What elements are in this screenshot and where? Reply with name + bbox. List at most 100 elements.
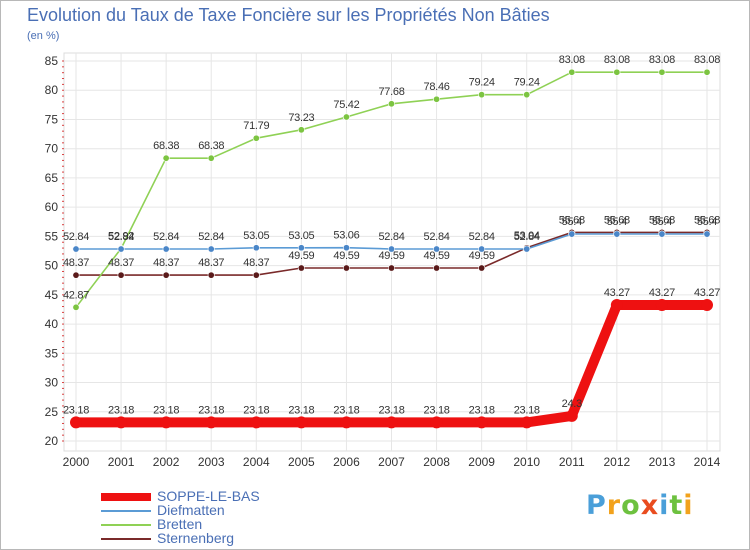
- x-tick-label: 2012: [604, 455, 631, 469]
- data-label: 83.08: [649, 54, 675, 66]
- data-label: 83.08: [604, 54, 630, 66]
- data-point: [703, 68, 711, 76]
- data-label: 49.59: [333, 250, 359, 262]
- data-label: 23.18: [198, 404, 224, 416]
- y-axis-unit: (en %): [27, 30, 60, 42]
- data-point: [72, 245, 80, 253]
- data-point: [523, 91, 531, 99]
- data-label: 48.37: [198, 257, 224, 269]
- data-label: 55.4: [652, 216, 672, 228]
- data-label: 23.18: [63, 404, 89, 416]
- data-label: 53.04: [514, 230, 540, 242]
- y-tick-label: 80: [45, 83, 59, 97]
- legend-item: Bretten: [101, 516, 401, 532]
- data-point: [610, 298, 623, 311]
- data-point: [568, 68, 576, 76]
- data-point: [70, 416, 82, 429]
- legend-label: Bretten: [157, 516, 203, 532]
- data-point: [478, 91, 486, 99]
- data-label: 23.18: [153, 404, 179, 416]
- logo-letter: o: [621, 490, 641, 521]
- data-label: 23.18: [424, 404, 450, 416]
- data-point: [252, 271, 260, 279]
- data-label: 68.38: [153, 140, 179, 152]
- data-point: [613, 230, 621, 238]
- data-point: [387, 245, 395, 253]
- x-tick-label: 2010: [513, 455, 540, 469]
- data-label: 42.87: [63, 289, 89, 301]
- data-label: 52.84: [108, 231, 134, 243]
- data-point: [205, 416, 218, 429]
- data-label: 43.27: [604, 287, 630, 299]
- data-point: [478, 245, 486, 253]
- y-tick-label: 55: [45, 229, 59, 243]
- data-point: [342, 244, 350, 252]
- data-point: [565, 409, 578, 422]
- x-tick-label: 2002: [153, 455, 180, 469]
- y-tick-label: 50: [45, 259, 59, 273]
- x-tick-label: 2000: [63, 455, 90, 469]
- data-label: 78.46: [424, 81, 450, 93]
- data-point: [475, 416, 488, 429]
- data-label: 52.92: [108, 231, 134, 243]
- data-label: 55.68: [694, 214, 720, 226]
- data-label: 23.18: [243, 404, 269, 416]
- x-tick-label: 2009: [468, 455, 495, 469]
- logo-letter: P: [586, 490, 607, 521]
- data-point: [117, 271, 125, 279]
- data-point: [520, 416, 533, 429]
- data-point: [207, 271, 215, 279]
- data-point: [613, 68, 621, 76]
- data-label: 68.38: [198, 140, 224, 152]
- data-point: [162, 271, 170, 279]
- data-label: 52.84: [198, 231, 224, 243]
- data-label: 23.18: [108, 404, 134, 416]
- logo-letter: r: [606, 490, 622, 521]
- data-point: [297, 264, 305, 272]
- data-point: [72, 271, 80, 279]
- x-tick-label: 2013: [649, 455, 676, 469]
- data-point: [433, 95, 441, 103]
- data-label: 79.24: [469, 77, 495, 89]
- legend-item: Diefmatten: [101, 502, 401, 518]
- data-label: 24.3: [562, 398, 582, 410]
- data-label: 73.23: [288, 112, 314, 124]
- data-point: [207, 154, 215, 162]
- logo-letter: x: [640, 490, 660, 521]
- data-label: 23.18: [288, 404, 314, 416]
- x-tick-label: 2004: [243, 455, 270, 469]
- data-point: [658, 68, 666, 76]
- data-label: 79.24: [514, 77, 540, 89]
- data-label: 55.4: [562, 216, 582, 228]
- data-label: 48.37: [108, 257, 134, 269]
- data-label: 23.18: [514, 404, 540, 416]
- data-label: 53.05: [243, 230, 269, 242]
- data-point: [160, 416, 173, 429]
- data-label: 71.79: [243, 120, 269, 132]
- data-point: [387, 264, 395, 272]
- data-point: [658, 230, 666, 238]
- data-label: 83.08: [694, 54, 720, 66]
- data-point: [568, 230, 576, 238]
- x-tick-label: 2008: [423, 455, 450, 469]
- data-label: 77.68: [378, 86, 404, 98]
- data-point: [117, 245, 125, 253]
- data-point: [387, 100, 395, 108]
- data-point: [295, 416, 308, 429]
- data-label: 52.84: [514, 231, 540, 243]
- data-point: [252, 134, 260, 142]
- y-tick-label: 65: [45, 171, 59, 185]
- data-label: 49.59: [378, 250, 404, 262]
- data-label: 55.68: [649, 214, 675, 226]
- data-point: [115, 416, 128, 429]
- logo-letter: i: [683, 490, 694, 521]
- data-point: [385, 416, 398, 429]
- x-tick-label: 2011: [559, 455, 585, 469]
- data-label: 52.84: [469, 231, 495, 243]
- y-tick-label: 60: [45, 200, 59, 214]
- legend: SOPPE-LE-BAS Diefmatten Bretten Sternenberg: [101, 488, 401, 546]
- y-tick-label: 45: [45, 288, 59, 302]
- y-tick-label: 40: [45, 317, 59, 331]
- chart-title: Evolution du Taux de Taxe Foncière sur l…: [27, 5, 550, 25]
- data-label: 83.08: [559, 54, 585, 66]
